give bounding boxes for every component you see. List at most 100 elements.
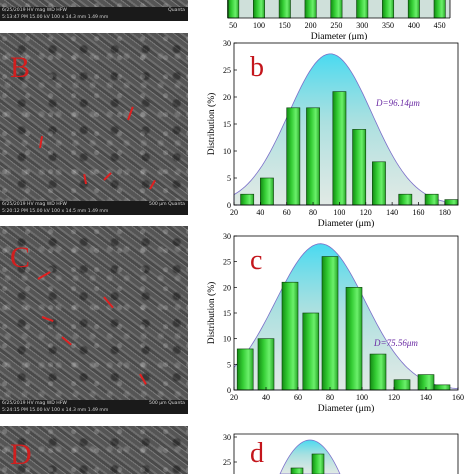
x-tick-label: 160: [452, 393, 464, 402]
bar: [352, 129, 367, 206]
y-axis-label: Distribution (%): [206, 282, 217, 345]
bar: [304, 0, 317, 19]
x-tick-label: 350: [382, 21, 394, 30]
x-tick-label: 300: [356, 21, 368, 30]
bar: [286, 107, 301, 206]
chart-b: 20 40 60 80 100 120 140 160 180 0 5 10 15 20 25 30 Diame…: [206, 39, 459, 228]
panel-letter-D: D: [10, 438, 32, 471]
y-tick-label: 10: [223, 335, 231, 344]
x-tick-label: 50: [229, 21, 237, 30]
y-tick-label: 30: [223, 232, 231, 241]
x-tick-label: 40: [262, 393, 270, 402]
sem-info-right: 500 μm Quanta: [149, 202, 185, 207]
sem-image-a: 6/25/2019 HV mag WD HFW 5:13:47 PM 15.00…: [0, 0, 188, 21]
x-tick-label: 20: [230, 208, 238, 217]
bar: [433, 384, 451, 391]
x-axis-label: Diameter (μm): [318, 403, 375, 414]
x-tick-label: 100: [253, 21, 265, 30]
x-tick-label: 40: [256, 208, 264, 217]
y-tick-label: 10: [223, 147, 231, 156]
y-tick-label: 20: [223, 283, 231, 292]
bar: [252, 0, 265, 19]
chart-c: 20 40 60 80 100 120 140 160 0 5 10 15 20 25 30 Diameter…: [206, 232, 464, 414]
bar: [302, 312, 320, 391]
bar: [356, 0, 369, 19]
y-tick-label: 0: [227, 201, 231, 210]
x-tick-label: 60: [294, 393, 302, 402]
sem-info-line2: 5:13:47 PM 15.00 kV 100 x 14.3 mm 1.49 m…: [2, 15, 109, 20]
y-tick-label: 25: [223, 458, 231, 467]
annotation: D=96.14μm: [375, 98, 420, 108]
x-tick-label: 120: [360, 208, 372, 217]
bar: [227, 0, 240, 19]
x-tick-label: 120: [388, 393, 400, 402]
x-tick-label: 100: [356, 393, 368, 402]
x-tick-label: 100: [333, 208, 345, 217]
x-tick-label: 20: [230, 393, 238, 402]
bar: [236, 348, 254, 391]
bar: [407, 0, 420, 19]
x-tick-label: 200: [305, 21, 317, 30]
bar: [369, 353, 387, 391]
sem-texture: [0, 33, 188, 215]
bar: [382, 0, 395, 19]
sem-info-line2: 5:24:15 PM 15.00 kV 100 x 14.3 mm 1.49 m…: [2, 408, 109, 413]
bar: [372, 161, 386, 206]
sem-info-right: Quanta: [168, 8, 185, 13]
x-tick-label: 140: [420, 393, 432, 402]
sem-info-bar: 6/25/2019 HV mag WD HFW 5:13:47 PM 15.00…: [0, 7, 188, 21]
y-tick-label: 25: [223, 258, 231, 267]
bar: [424, 193, 439, 206]
panel-letter: b: [250, 52, 264, 83]
sem-image-c: C 6/25/2019 HV mag WD HFW 5:24:15 PM 15.…: [0, 226, 188, 414]
x-tick-label: 160: [412, 208, 424, 217]
y-tick-label: 5: [227, 174, 231, 183]
x-axis-label: Diameter (μm): [318, 218, 375, 228]
sem-image-d: D: [0, 426, 188, 474]
bar: [332, 91, 347, 206]
x-tick-label: 250: [330, 21, 342, 30]
y-tick-label: 15: [223, 120, 231, 129]
bar: [311, 453, 325, 474]
plot-frame: [233, 433, 459, 474]
y-tick-label: 30: [223, 433, 231, 442]
sem-info-line1: 6/25/2019 HV mag WD HFW: [2, 8, 67, 13]
bar: [290, 467, 304, 474]
bar: [345, 287, 363, 391]
x-tick-label: 60: [283, 208, 291, 217]
bar: [330, 0, 343, 19]
sem-texture: [0, 226, 188, 414]
x-tick-label: 400: [408, 21, 420, 30]
x-axis-label: Diameter (μm): [311, 31, 368, 40]
sem-info-line1: 6/25/2019 HV mag WD HFW: [2, 401, 67, 406]
panel-letter-C: C: [10, 241, 31, 274]
panel-letter-B: B: [10, 51, 31, 84]
y-tick-label: 0: [227, 386, 231, 395]
y-tick-label: 15: [223, 309, 231, 318]
bar: [281, 281, 299, 391]
bar: [393, 379, 411, 391]
sem-info-bar: 6/25/2019 HV mag WD HFW 5:20:12 PM 15.00…: [0, 201, 188, 215]
sem-texture: [0, 426, 188, 474]
annotation: D=75.56μm: [373, 338, 418, 348]
fit-curve: [279, 439, 341, 474]
bar: [444, 199, 459, 206]
sem-info-right: 500 μm Quanta: [149, 401, 185, 406]
bar: [398, 193, 413, 206]
y-tick-label: 5: [227, 360, 231, 369]
bar: [257, 338, 275, 391]
y-tick-label: 30: [223, 39, 231, 48]
y-tick-label: 20: [223, 93, 231, 102]
bar: [240, 193, 255, 206]
sem-info-line1: 6/25/2019 HV mag WD HFW: [2, 202, 67, 207]
chart-d: 30 25 d: [223, 433, 459, 474]
sem-info-line2: 5:20:12 PM 15.00 kV 100 x 14.5 mm 1.49 m…: [2, 209, 109, 214]
sem-info-bar: 6/25/2019 HV mag WD HFW 5:24:15 PM 15.00…: [0, 400, 188, 414]
x-tick-label: 80: [309, 208, 317, 217]
x-tick-label: 140: [386, 208, 398, 217]
bar: [260, 177, 274, 206]
bar: [433, 0, 446, 19]
x-tick-label: 150: [279, 21, 291, 30]
bar: [278, 0, 291, 19]
x-tick-label: 180: [439, 208, 451, 217]
